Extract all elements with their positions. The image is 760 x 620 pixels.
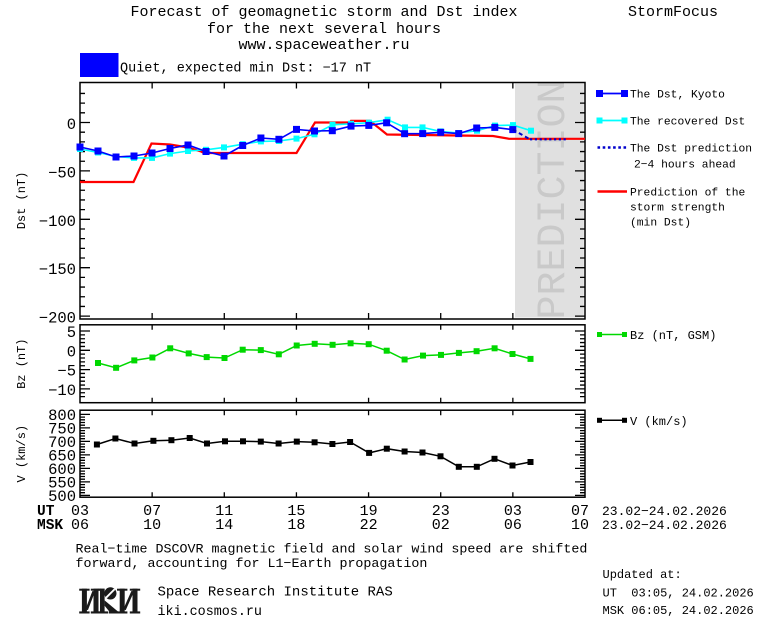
svg-text:10: 10 bbox=[571, 517, 589, 534]
svg-text:750: 750 bbox=[48, 420, 76, 438]
svg-text:700: 700 bbox=[48, 434, 76, 452]
svg-text:06: 06 bbox=[504, 517, 522, 534]
svg-text:19: 19 bbox=[360, 503, 378, 520]
svg-text:forward, accounting for L1−Ear: forward, accounting for L1−Earth propaga… bbox=[76, 557, 428, 572]
svg-text:23.02−24.02.2026: 23.02−24.02.2026 bbox=[602, 504, 727, 519]
svg-text:Dst (nT): Dst (nT) bbox=[15, 172, 29, 230]
svg-text:600: 600 bbox=[48, 461, 76, 479]
svg-text:www.spaceweather.ru: www.spaceweather.ru bbox=[238, 37, 409, 54]
svg-text:5: 5 bbox=[67, 324, 76, 342]
svg-text:The Dst prediction: The Dst prediction bbox=[630, 144, 752, 156]
svg-text:storm strength: storm strength bbox=[630, 203, 725, 215]
svg-text:−200: −200 bbox=[39, 310, 76, 328]
svg-text:MSK: MSK bbox=[37, 518, 63, 534]
svg-text:800: 800 bbox=[48, 407, 76, 425]
svg-text:18: 18 bbox=[287, 517, 305, 534]
svg-text:650: 650 bbox=[48, 447, 76, 465]
svg-text:15: 15 bbox=[287, 503, 305, 520]
svg-text:03: 03 bbox=[71, 503, 89, 520]
svg-text:UT 03:05, 24.02.2026: UT 03:05, 24.02.2026 bbox=[603, 587, 754, 601]
svg-text:iki.cosmos.ru: iki.cosmos.ru bbox=[158, 605, 262, 620]
svg-text:PREDICTION: PREDICTION bbox=[532, 79, 577, 319]
svg-text:14: 14 bbox=[215, 517, 233, 534]
svg-text:11: 11 bbox=[215, 503, 233, 520]
svg-text:Space Research Institute RAS: Space Research Institute RAS bbox=[158, 585, 393, 601]
svg-text:Bz (nT): Bz (nT) bbox=[15, 338, 29, 388]
svg-text:0: 0 bbox=[67, 116, 76, 134]
svg-text:0: 0 bbox=[67, 343, 76, 361]
svg-text:MSK 06:05, 24.02.2026: MSK 06:05, 24.02.2026 bbox=[603, 604, 754, 618]
svg-text:Quiet, expected min Dst: −17 n: Quiet, expected min Dst: −17 nT bbox=[120, 62, 371, 77]
svg-text:2−4 hours ahead: 2−4 hours ahead bbox=[634, 160, 736, 172]
svg-text:07: 07 bbox=[571, 503, 589, 520]
svg-text:−50: −50 bbox=[48, 164, 76, 182]
svg-text:06: 06 bbox=[71, 517, 89, 534]
svg-text:The Dst, Kyoto: The Dst, Kyoto bbox=[630, 90, 725, 102]
svg-text:for the next several hours: for the next several hours bbox=[207, 21, 441, 38]
svg-text:The recovered Dst: The recovered Dst bbox=[630, 117, 745, 129]
svg-text:Forecast of geomagnetic storm: Forecast of geomagnetic storm and Dst in… bbox=[130, 4, 517, 21]
svg-text:02: 02 bbox=[432, 517, 450, 534]
svg-text:23: 23 bbox=[432, 503, 450, 520]
svg-text:550: 550 bbox=[48, 474, 76, 492]
svg-text:Updated at:: Updated at: bbox=[603, 568, 682, 582]
svg-text:V (km/s): V (km/s) bbox=[15, 425, 29, 483]
svg-text:22: 22 bbox=[360, 517, 378, 534]
svg-text:500: 500 bbox=[48, 488, 76, 506]
svg-text:03: 03 bbox=[504, 503, 522, 520]
svg-text:−5: −5 bbox=[57, 363, 76, 381]
svg-text:Real−time DSCOVR magnetic fiel: Real−time DSCOVR magnetic field and sola… bbox=[76, 543, 588, 558]
svg-text:StormFocus: StormFocus bbox=[628, 4, 718, 21]
svg-text:UT: UT bbox=[37, 504, 55, 520]
svg-text:−10: −10 bbox=[48, 382, 76, 400]
svg-text:07: 07 bbox=[143, 503, 161, 520]
svg-text:V (km/s): V (km/s) bbox=[630, 415, 688, 429]
svg-text:−150: −150 bbox=[39, 261, 76, 279]
svg-text:23.02−24.02.2026: 23.02−24.02.2026 bbox=[602, 518, 727, 533]
svg-text:Bz (nT, GSM): Bz (nT, GSM) bbox=[630, 329, 716, 343]
svg-text:−100: −100 bbox=[39, 213, 76, 231]
svg-text:10: 10 bbox=[143, 517, 161, 534]
svg-text:(min Dst): (min Dst) bbox=[630, 218, 691, 230]
svg-text:Prediction of the: Prediction of the bbox=[630, 188, 745, 200]
